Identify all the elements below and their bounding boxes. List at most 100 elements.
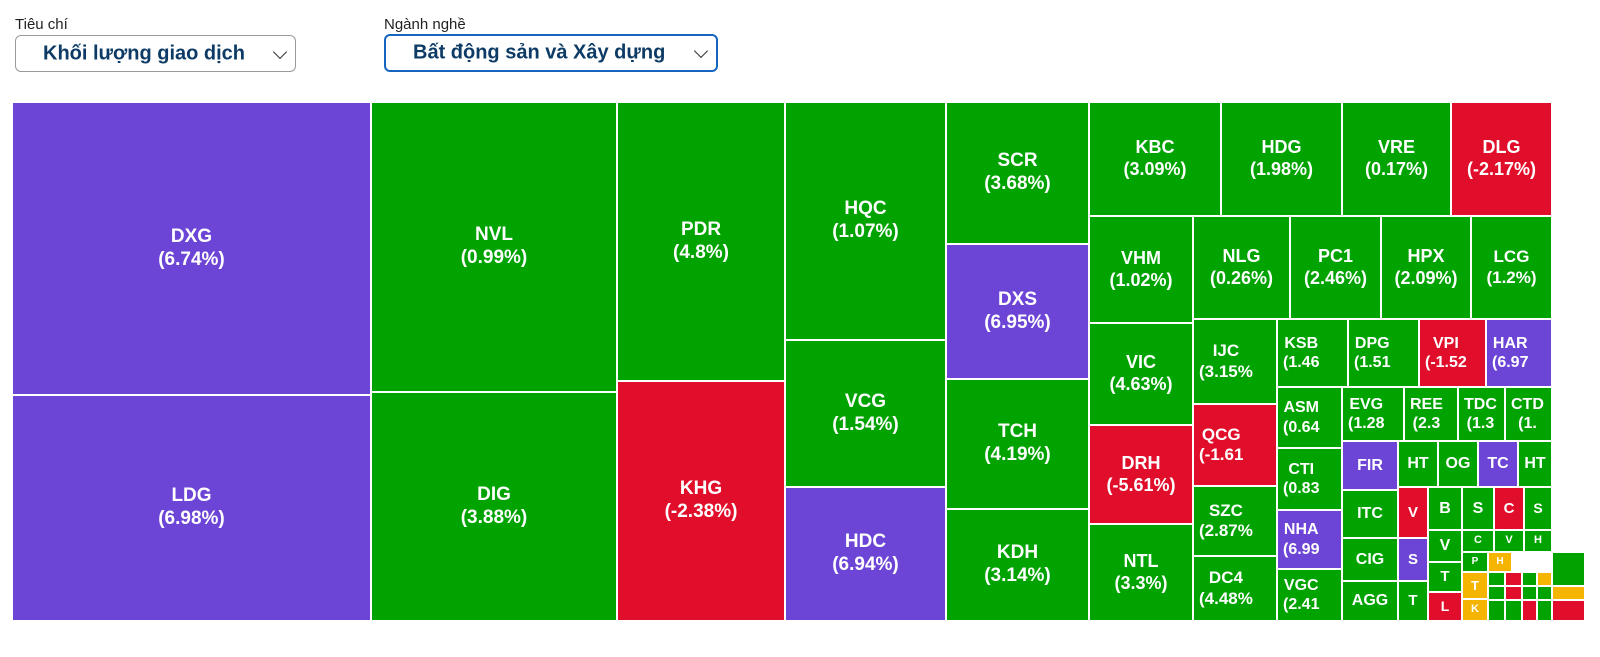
treemap-tile[interactable]: DXS (6.95%) bbox=[946, 244, 1089, 379]
tile-label: NLG (0.26%) bbox=[1210, 246, 1273, 289]
ticker-symbol: DRH bbox=[1121, 452, 1161, 473]
treemap-tile[interactable]: H bbox=[1524, 530, 1552, 552]
treemap-tile[interactable]: B bbox=[1428, 487, 1462, 530]
tile-label: L bbox=[1441, 598, 1450, 615]
treemap-tile[interactable]: CIG bbox=[1342, 538, 1398, 581]
treemap-tile[interactable]: VIC (4.63%) bbox=[1089, 323, 1193, 425]
treemap-tile[interactable] bbox=[1522, 600, 1537, 621]
treemap-tile[interactable]: FIR bbox=[1342, 441, 1398, 490]
treemap-tile[interactable]: HPX (2.09%) bbox=[1381, 216, 1471, 319]
treemap-tile[interactable] bbox=[1537, 572, 1552, 586]
treemap-tile[interactable]: ITC bbox=[1342, 490, 1398, 538]
treemap-tile[interactable] bbox=[1488, 586, 1505, 600]
treemap-tile[interactable] bbox=[1522, 572, 1537, 586]
tile-label: H bbox=[1496, 556, 1503, 568]
treemap-tile[interactable]: V bbox=[1494, 530, 1524, 552]
treemap-tile[interactable]: DLG (-2.17%) bbox=[1451, 102, 1552, 216]
treemap-tile[interactable]: VGC (2.41 bbox=[1277, 569, 1342, 621]
treemap-tile[interactable]: S bbox=[1462, 487, 1494, 530]
treemap-tile[interactable]: HDC (6.94%) bbox=[785, 487, 946, 621]
treemap-tile[interactable]: DIG (3.88%) bbox=[371, 392, 617, 621]
percent-change: (1.2%) bbox=[1486, 267, 1537, 287]
treemap-tile[interactable]: HDG (1.98%) bbox=[1221, 102, 1342, 216]
treemap-tile[interactable] bbox=[1488, 600, 1505, 621]
sector-select[interactable]: Bất động sản và Xây dựng bbox=[384, 34, 718, 72]
treemap-tile[interactable]: T bbox=[1428, 562, 1462, 592]
percent-change: (2.3 bbox=[1412, 415, 1441, 432]
treemap-tile[interactable]: NTL (3.3%) bbox=[1089, 524, 1193, 621]
treemap-tile[interactable]: VCG (1.54%) bbox=[785, 340, 946, 487]
treemap-tile[interactable]: T bbox=[1398, 581, 1428, 621]
treemap-tile[interactable] bbox=[1505, 572, 1522, 586]
treemap-tile[interactable]: C bbox=[1494, 487, 1524, 530]
treemap-tile[interactable] bbox=[1552, 586, 1585, 600]
treemap-tile[interactable]: QCG (-1.61 bbox=[1193, 404, 1277, 486]
treemap-tile[interactable]: HT bbox=[1398, 441, 1438, 487]
treemap-tile[interactable]: S bbox=[1398, 538, 1428, 581]
treemap-tile[interactable]: KHG (-2.38%) bbox=[617, 381, 785, 621]
treemap-tile[interactable]: VPI (-1.52 bbox=[1419, 319, 1486, 387]
treemap-tile[interactable] bbox=[1488, 572, 1505, 586]
treemap-tile[interactable]: AGG bbox=[1342, 581, 1398, 621]
treemap-tile[interactable]: TCH (4.19%) bbox=[946, 379, 1089, 509]
treemap-tile[interactable]: C bbox=[1462, 530, 1494, 552]
treemap-tile[interactable]: OG bbox=[1438, 441, 1478, 487]
percent-change: (1.46 bbox=[1283, 354, 1320, 371]
treemap-tile[interactable]: KSB (1.46 bbox=[1277, 319, 1348, 387]
sector-select-value: Bất động sản và Xây dựng bbox=[413, 41, 666, 64]
treemap-tile[interactable]: VHM (1.02%) bbox=[1089, 216, 1193, 323]
ticker-symbol: CTI bbox=[1288, 460, 1315, 478]
treemap-tile[interactable]: DC4 (4.48% bbox=[1193, 556, 1277, 621]
treemap-tile[interactable]: S bbox=[1524, 487, 1552, 530]
treemap-tile[interactable] bbox=[1552, 552, 1585, 586]
treemap-tile[interactable]: T bbox=[1462, 572, 1488, 599]
treemap-tile[interactable]: CTI (0.83 bbox=[1277, 448, 1342, 510]
ticker-symbol: HDG bbox=[1261, 137, 1302, 158]
treemap-tile[interactable]: NHA (6.99 bbox=[1277, 510, 1342, 569]
treemap-tile[interactable]: K bbox=[1462, 599, 1488, 621]
treemap-tile[interactable]: DRH (-5.61%) bbox=[1089, 425, 1193, 524]
treemap-tile[interactable]: CTD (1. bbox=[1505, 387, 1552, 441]
treemap-tile[interactable]: SZC (2.87% bbox=[1193, 486, 1277, 556]
treemap-tile[interactable]: VRE (0.17%) bbox=[1342, 102, 1451, 216]
treemap-tile[interactable]: HT bbox=[1518, 441, 1552, 487]
treemap-tile[interactable]: HQC (1.07%) bbox=[785, 102, 946, 340]
treemap-tile[interactable]: PDR (4.8%) bbox=[617, 102, 785, 381]
treemap-tile[interactable] bbox=[1505, 586, 1522, 600]
treemap-tile[interactable]: REE (2.3 bbox=[1404, 387, 1458, 441]
treemap-tile[interactable]: ASM (0.64 bbox=[1277, 387, 1342, 448]
treemap-tile[interactable]: DXG (6.74%) bbox=[12, 102, 371, 395]
treemap-tile[interactable]: H bbox=[1488, 552, 1512, 572]
percent-change: (-1.61 bbox=[1199, 445, 1244, 464]
treemap-tile[interactable]: LDG (6.98%) bbox=[12, 395, 371, 621]
treemap-tile[interactable]: NLG (0.26%) bbox=[1193, 216, 1290, 319]
treemap-tile[interactable]: HAR (6.97 bbox=[1486, 319, 1552, 387]
treemap-tile[interactable]: TDC (1.3 bbox=[1458, 387, 1505, 441]
tile-label: SZC (2.87% bbox=[1199, 501, 1253, 542]
treemap-tile[interactable] bbox=[1522, 586, 1537, 600]
ticker-symbol: S bbox=[1472, 499, 1484, 517]
treemap-tile[interactable] bbox=[1537, 586, 1552, 600]
tile-label: DIG (3.88%) bbox=[461, 484, 528, 530]
treemap-tile[interactable]: TC bbox=[1478, 441, 1518, 487]
treemap-tile[interactable]: KDH (3.14%) bbox=[946, 509, 1089, 621]
criteria-select[interactable]: Khối lượng giao dịch bbox=[15, 35, 296, 72]
treemap-tile[interactable]: V bbox=[1398, 487, 1428, 538]
treemap-tile[interactable] bbox=[1537, 600, 1552, 621]
ticker-symbol: H bbox=[1534, 534, 1542, 547]
treemap-tile[interactable] bbox=[1505, 600, 1522, 621]
treemap-tile[interactable]: IJC (3.15% bbox=[1193, 319, 1277, 404]
treemap-tile[interactable]: NVL (0.99%) bbox=[371, 102, 617, 392]
treemap-tile[interactable]: KBC (3.09%) bbox=[1089, 102, 1221, 216]
treemap-tile[interactable]: V bbox=[1428, 530, 1462, 562]
treemap-tile[interactable]: PC1 (2.46%) bbox=[1290, 216, 1381, 319]
treemap-tile[interactable]: DPG (1.51 bbox=[1348, 319, 1419, 387]
ticker-symbol: ITC bbox=[1357, 505, 1383, 523]
ticker-symbol: KBC bbox=[1135, 137, 1175, 158]
treemap-tile[interactable]: L bbox=[1428, 592, 1462, 621]
treemap-tile[interactable]: EVG (1.28 bbox=[1342, 387, 1404, 441]
treemap-tile[interactable] bbox=[1552, 600, 1585, 621]
treemap-tile[interactable]: LCG (1.2%) bbox=[1471, 216, 1552, 319]
treemap-tile[interactable]: SCR (3.68%) bbox=[946, 102, 1089, 244]
treemap-tile[interactable]: P bbox=[1462, 552, 1488, 572]
